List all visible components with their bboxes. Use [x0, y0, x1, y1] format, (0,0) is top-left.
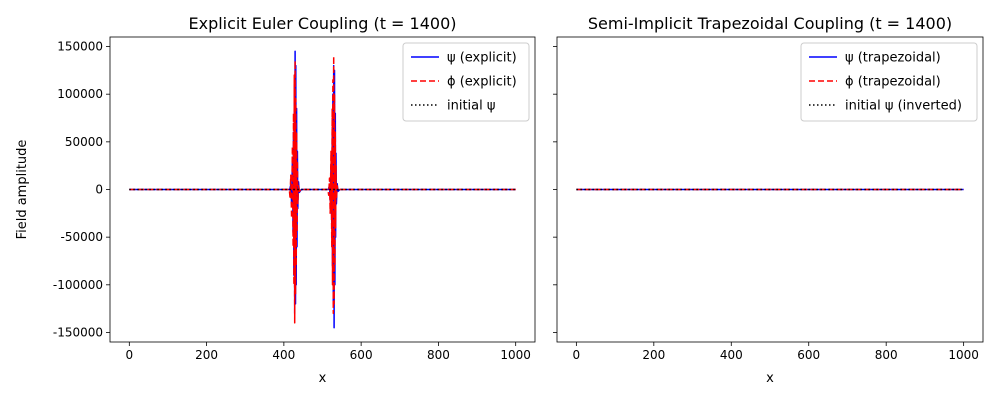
legend-label: ψ (trapezoidal): [845, 51, 941, 66]
x-tick-label: 800: [875, 348, 898, 362]
chart-title: Explicit Euler Coupling (t = 1400): [188, 14, 456, 33]
panel-1: Explicit Euler Coupling (t = 1400) 0 200 40…: [15, 14, 536, 386]
x-axis-label: x: [766, 371, 774, 386]
y-tick-label: -150000: [53, 325, 103, 339]
y-tick-label: 0: [95, 183, 103, 197]
legend-label: ϕ (trapezoidal): [845, 75, 941, 90]
x-tick-label: 800: [427, 348, 450, 362]
plot-area: [129, 50, 516, 329]
panel-2: Semi-Implicit Trapezoidal Coupling (t = …: [553, 14, 984, 386]
legend-box: [402, 42, 530, 122]
x-tick-label: 400: [720, 348, 743, 362]
y-tick-label: -50000: [60, 230, 103, 244]
legend-box: [800, 42, 978, 122]
y-axis-label: Field amplitude: [15, 140, 30, 240]
legend: ψ (trapezoidal) ϕ (trapezoidal) initial ψ …: [800, 42, 978, 122]
y-tick-label: -100000: [53, 278, 103, 292]
legend-label: ψ (explicit): [447, 51, 517, 66]
x-tick-label: 400: [272, 348, 295, 362]
chart-title: Semi-Implicit Trapezoidal Coupling (t = …: [588, 14, 952, 33]
legend-label: ϕ (explicit): [447, 75, 517, 90]
x-tick-label: 1000: [948, 348, 979, 362]
x-tick-label: 200: [642, 348, 665, 362]
y-tick-label: 50000: [65, 135, 103, 149]
x-tick-label: 600: [350, 348, 373, 362]
x-axis-label: x: [319, 371, 327, 386]
legend: ψ (explicit) ϕ (explicit) initial ψ: [402, 42, 530, 122]
axes-frame: [556, 36, 984, 343]
legend-label: initial ψ (inverted): [845, 99, 962, 114]
x-tick-label: 0: [125, 348, 133, 362]
axes-frame: [109, 36, 536, 343]
x-tick-label: 0: [573, 348, 581, 362]
x-tick-label: 600: [797, 348, 820, 362]
x-tick-label: 200: [195, 348, 218, 362]
y-tick-label: 100000: [57, 87, 103, 101]
x-tick-label: 1000: [500, 348, 531, 362]
y-tick-label: 150000: [57, 40, 103, 54]
legend-label: initial ψ: [447, 99, 495, 114]
